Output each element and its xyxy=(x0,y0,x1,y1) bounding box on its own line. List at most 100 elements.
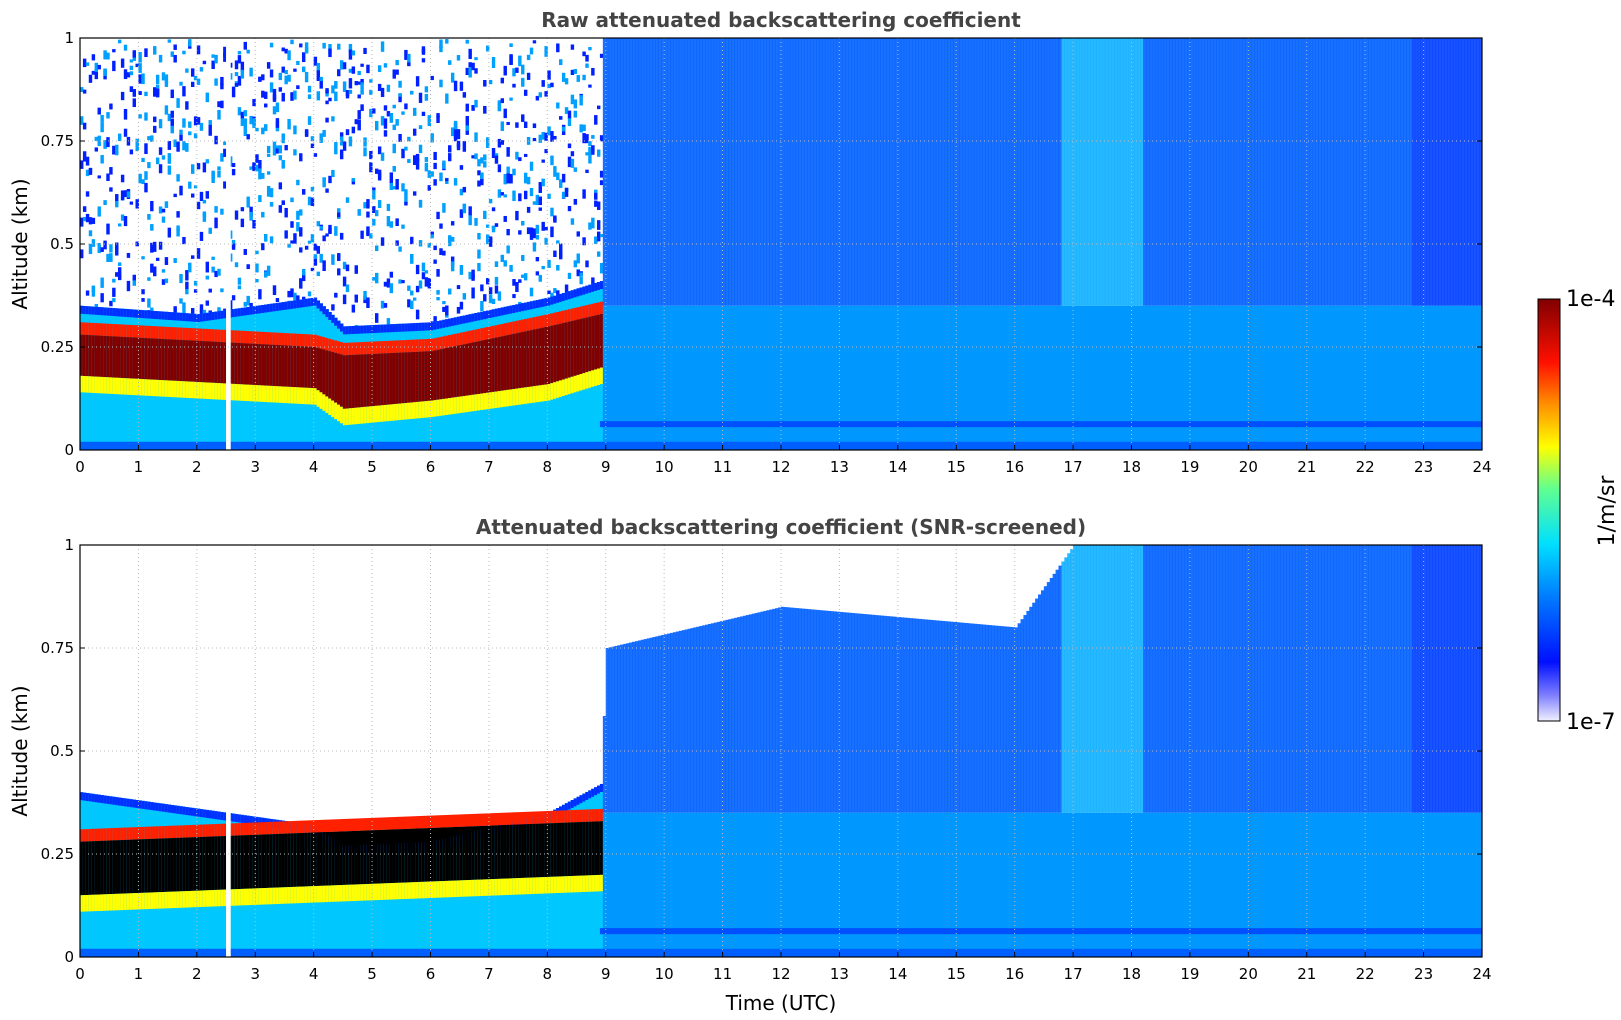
heatmap-cell xyxy=(120,336,125,379)
heatmap-cell xyxy=(1338,38,1343,306)
heatmap-cell xyxy=(258,289,262,300)
heatmap-cell xyxy=(596,302,601,315)
heatmap-cell xyxy=(1090,545,1095,813)
heatmap-cell xyxy=(266,834,271,888)
heatmap-cell xyxy=(150,802,154,811)
heatmap-cell xyxy=(357,81,361,85)
heatmap-cell xyxy=(862,812,867,957)
heatmap-cell xyxy=(675,812,680,957)
heatmap-cell xyxy=(526,301,531,310)
heatmap-cell xyxy=(310,388,315,405)
heatmap-cell xyxy=(120,893,125,911)
heatmap-cell xyxy=(453,814,458,827)
heatmap-cell xyxy=(1032,305,1036,450)
heatmap-cell xyxy=(380,405,385,422)
heatmap-cell xyxy=(561,322,566,380)
heatmap-cell xyxy=(310,267,315,272)
heatmap-cell xyxy=(339,132,344,137)
heatmap-cell xyxy=(91,376,96,393)
heatmap-cell xyxy=(532,877,537,894)
heatmap-cell xyxy=(754,38,759,306)
heatmap-cell xyxy=(462,344,467,397)
heatmap-cell xyxy=(614,305,618,450)
heatmap-cell xyxy=(599,170,604,178)
heatmap-cell xyxy=(1403,38,1407,306)
heatmap-cell xyxy=(1347,812,1352,957)
heatmap-cell xyxy=(126,378,131,395)
heatmap-cell xyxy=(278,205,283,213)
heatmap-cell xyxy=(354,818,358,831)
heatmap-cell xyxy=(369,341,373,355)
heatmap-cell xyxy=(573,307,578,321)
heatmap-cell xyxy=(231,330,236,343)
heatmap-cell xyxy=(588,141,592,147)
heatmap-cell xyxy=(82,829,87,842)
heatmap-cell xyxy=(778,305,782,450)
heatmap-cell xyxy=(518,812,522,825)
heatmap-cell xyxy=(865,305,870,450)
heatmap-cell xyxy=(316,246,321,254)
heatmap-cell xyxy=(138,91,142,95)
heatmap-cell xyxy=(342,326,347,335)
heatmap-cell xyxy=(404,189,408,195)
heatmap-cell xyxy=(956,305,960,450)
heatmap-cell xyxy=(301,832,306,887)
heatmap-cell xyxy=(369,79,373,83)
heatmap-cell xyxy=(243,249,247,255)
heatmap-cell xyxy=(1365,545,1369,813)
heatmap-cell xyxy=(202,809,207,818)
heatmap-cell xyxy=(249,384,253,402)
heatmap-cell xyxy=(1219,545,1223,813)
heatmap-cell xyxy=(1350,305,1354,450)
heatmap-cell xyxy=(170,118,174,130)
heatmap-cell xyxy=(512,389,516,406)
heatmap-cell xyxy=(956,38,960,306)
heatmap-cell xyxy=(234,60,239,70)
heatmap-cell xyxy=(1035,598,1039,813)
heatmap-cell xyxy=(243,343,247,385)
heatmap-cell xyxy=(319,336,323,349)
heatmap-cell xyxy=(1341,812,1346,957)
heatmap-cell xyxy=(193,75,198,81)
heatmap-cell xyxy=(1146,545,1150,813)
heatmap-cell xyxy=(208,824,212,837)
heatmap-cell xyxy=(617,645,621,813)
heatmap-cell xyxy=(906,812,911,957)
heatmap-cell xyxy=(1385,812,1390,957)
heatmap-cell xyxy=(377,405,382,422)
heatmap-cell xyxy=(404,352,408,404)
heatmap-cell xyxy=(465,67,469,76)
heatmap-cell xyxy=(331,351,335,401)
heatmap-cell xyxy=(456,316,461,325)
heatmap-cell xyxy=(357,209,361,216)
heatmap-cell xyxy=(591,875,595,892)
heatmap-cell xyxy=(97,794,101,803)
heatmap-cell xyxy=(112,308,116,317)
heatmap-cell xyxy=(1055,812,1059,957)
heatmap-cell xyxy=(348,326,353,335)
heatmap-cell xyxy=(959,305,963,450)
heatmap-cell xyxy=(1070,305,1074,450)
heatmap-cell xyxy=(401,280,405,284)
heatmap-cell xyxy=(287,821,291,834)
heatmap-cell xyxy=(380,883,385,900)
heatmap-cell xyxy=(377,146,382,155)
heatmap-cell xyxy=(1020,38,1024,306)
heatmap-cell xyxy=(85,894,90,912)
heatmap-cell xyxy=(342,81,347,92)
heatmap-cell xyxy=(424,162,429,172)
heatmap-cell xyxy=(1455,545,1460,813)
heatmap-cell xyxy=(588,284,592,293)
heatmap-cell xyxy=(196,382,201,399)
heatmap-cell xyxy=(129,827,134,840)
heatmap-cell xyxy=(316,63,321,73)
heatmap-cell xyxy=(1362,305,1366,450)
heatmap-cell xyxy=(570,799,575,808)
heatmap-cell xyxy=(1262,812,1267,957)
heatmap-cell xyxy=(97,64,101,70)
heatmap-cell xyxy=(342,884,347,902)
heatmap-cell xyxy=(1198,305,1203,450)
screened-y-ticks: 00.250.50.751 xyxy=(41,536,1482,966)
heatmap-cell xyxy=(1330,812,1334,957)
heatmap-cell xyxy=(366,354,370,407)
